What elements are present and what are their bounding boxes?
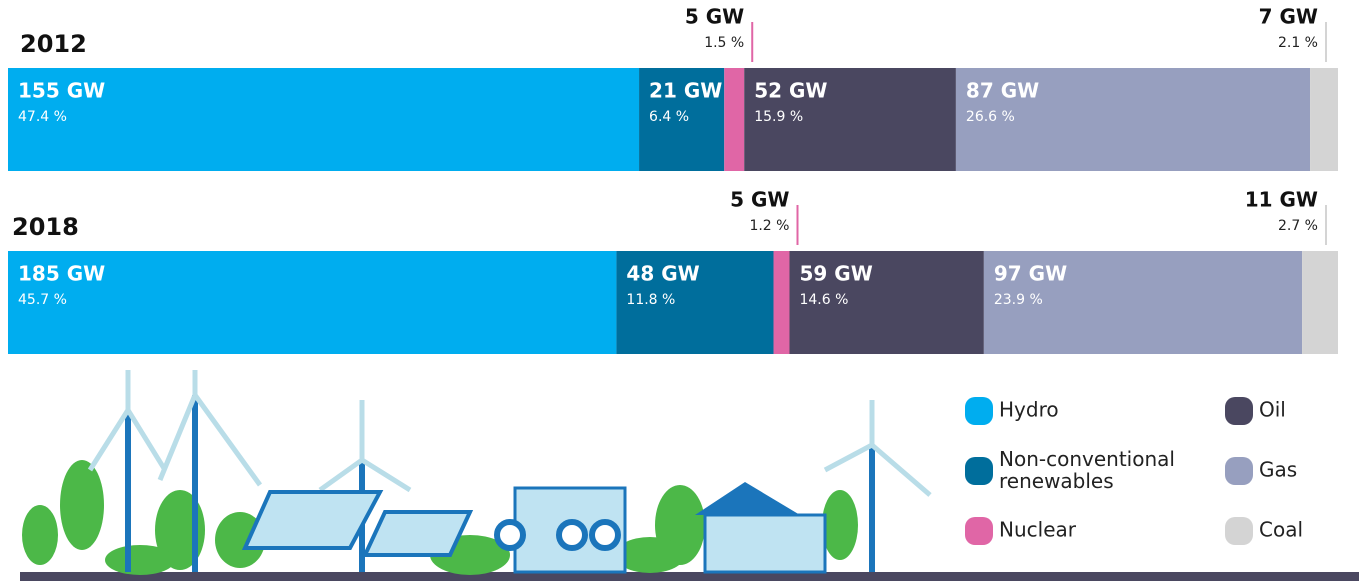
share-label: 45.7 % xyxy=(18,292,67,308)
legend-swatch xyxy=(965,517,993,545)
value-label: 87 GW xyxy=(966,79,1039,103)
value-label: 11 GW xyxy=(1245,188,1318,212)
legend-label: Coal xyxy=(1259,518,1303,542)
value-label: 5 GW xyxy=(730,188,789,212)
share-label: 47.4 % xyxy=(18,109,67,125)
solar-panel xyxy=(361,510,474,557)
share-label: 26.6 % xyxy=(966,109,1015,125)
value-label: 7 GW xyxy=(1259,5,1318,29)
share-label: 2.7 % xyxy=(1278,218,1318,234)
legend-swatch xyxy=(1225,457,1253,485)
share-label: 1.5 % xyxy=(704,35,744,51)
value-label: 97 GW xyxy=(994,262,1067,286)
bar-segment xyxy=(639,68,725,171)
bar-segment xyxy=(8,251,617,354)
legend-label: Gas xyxy=(1259,458,1297,482)
category-label: 2012 xyxy=(20,30,87,58)
turbine-ports xyxy=(494,519,621,551)
house xyxy=(703,513,827,574)
share-label: 2.1 % xyxy=(1278,35,1318,51)
share-label: 14.6 % xyxy=(799,292,848,308)
bar-segment xyxy=(1310,68,1338,171)
bar-segment xyxy=(983,251,1303,354)
share-label: 6.4 % xyxy=(649,109,689,125)
bar-segment xyxy=(724,68,745,171)
share-label: 15.9 % xyxy=(754,109,803,125)
bar-segment xyxy=(789,251,984,354)
value-label: 48 GW xyxy=(626,262,699,286)
bar-segment xyxy=(8,68,640,171)
bar-segment xyxy=(616,251,774,354)
share-label: 11.8 % xyxy=(626,292,675,308)
value-label: 5 GW xyxy=(685,5,744,29)
solar-panel xyxy=(241,490,384,550)
value-label: 21 GW xyxy=(649,79,722,103)
legend-swatch xyxy=(1225,517,1253,545)
legend-swatch xyxy=(965,397,993,425)
legend-label: Non-conventional renewables xyxy=(999,447,1175,493)
bar-segment xyxy=(1302,251,1338,354)
bar-segment xyxy=(955,68,1311,171)
category-label: 2018 xyxy=(12,213,79,241)
value-label: 185 GW xyxy=(18,262,105,286)
house-roof xyxy=(695,482,800,515)
value-label: 52 GW xyxy=(754,79,827,103)
trees xyxy=(22,460,858,575)
bar-segment xyxy=(744,68,956,171)
share-label: 23.9 % xyxy=(994,292,1043,308)
share-label: 1.2 % xyxy=(749,218,789,234)
ground xyxy=(20,572,1359,581)
value-label: 155 GW xyxy=(18,79,105,103)
value-label: 59 GW xyxy=(799,262,872,286)
blades xyxy=(87,370,932,497)
legend-label: Hydro xyxy=(999,398,1059,422)
bar-segment xyxy=(773,251,790,354)
illustration xyxy=(20,370,1359,581)
legend-label: Oil xyxy=(1259,398,1286,422)
legend-swatch xyxy=(965,457,993,485)
legend-swatch xyxy=(1225,397,1253,425)
legend-label: Nuclear xyxy=(999,518,1077,542)
